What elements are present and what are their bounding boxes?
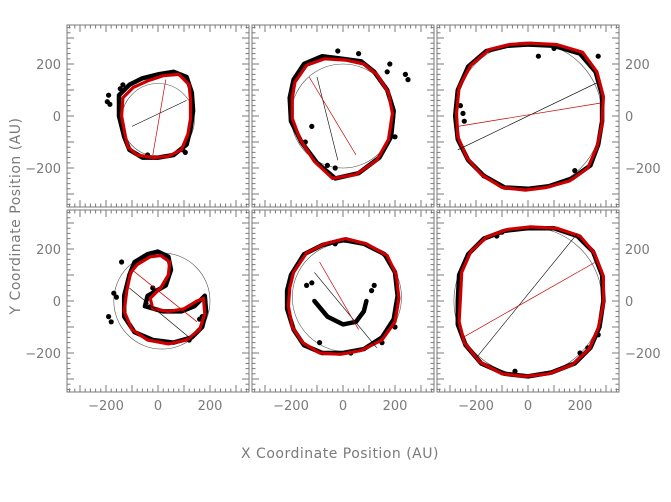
panel-1: −200 0 200: [25, 24, 250, 208]
black-blob: [369, 288, 375, 294]
black-blob: [324, 162, 330, 168]
black-blob: [304, 282, 310, 288]
y-axis-title: Y Coordinate Position (AU): [8, 118, 24, 316]
red-diameter-line: [131, 269, 198, 323]
panels-group: −200 0 200 −200 0 200 −200 −200 0 0 200 200 −200 0 200…: [25, 24, 661, 414]
panel-plot-area: [453, 225, 606, 379]
black-blob: [119, 259, 125, 265]
black-blob: [402, 71, 408, 77]
red-ring: [122, 253, 207, 346]
red-diameter-line: [462, 261, 596, 338]
x-tick-label: 200: [383, 399, 408, 414]
red-diameter-line: [457, 102, 601, 127]
black-ring: [452, 42, 605, 192]
black-blob: [356, 51, 362, 57]
panel-plot-area: [104, 69, 196, 160]
red-diameter-line: [308, 76, 357, 156]
y-tick-label: 200: [36, 243, 61, 258]
panel-plot-area: [284, 237, 402, 356]
red-ring: [457, 225, 606, 378]
x-tick-label: 0: [524, 399, 532, 414]
panel-6: −200 −200 0 0 200 200: [436, 209, 661, 414]
black-blob: [106, 92, 112, 98]
panel-5: −200 0 200: [251, 209, 435, 414]
black-blob: [335, 48, 341, 54]
y-tick-label: 0: [625, 110, 633, 125]
y-tick-label: 200: [36, 58, 61, 73]
panel-frame: [251, 209, 435, 393]
black-blob: [120, 82, 126, 88]
y-tick-label: 0: [625, 295, 633, 310]
x-tick-label: −200: [458, 399, 494, 414]
x-tick-label: −200: [273, 399, 309, 414]
x-tick-label: −200: [88, 399, 124, 414]
y-tick-label: −200: [625, 347, 661, 362]
red-ring: [286, 237, 401, 356]
panel-3: −200 0 200: [436, 24, 661, 208]
black-blob: [457, 103, 463, 109]
black-blob: [309, 123, 315, 129]
black-blob: [106, 314, 112, 320]
black-diameter-line: [475, 233, 578, 359]
black-blob: [108, 319, 114, 325]
panel-plot-area: [106, 249, 211, 350]
x-tick-label: 0: [339, 399, 347, 414]
y-tick-label: −200: [25, 347, 61, 362]
black-diameter-line: [131, 100, 187, 127]
black-blob: [512, 368, 518, 374]
black-blob: [111, 290, 117, 296]
red-ring: [290, 57, 394, 180]
black-blob: [371, 282, 377, 288]
panel-frame: [251, 24, 435, 208]
panel-frame: [66, 209, 250, 393]
red-ring: [119, 72, 193, 160]
y-tick-label: 200: [625, 58, 650, 73]
black-blob: [117, 86, 123, 92]
panel-frame: [66, 24, 250, 208]
red-diameter-line: [319, 261, 359, 330]
black-inner-arc: [312, 298, 369, 327]
panel-4: −200 −200 0 0 200 200: [25, 209, 250, 414]
black-blob: [113, 294, 119, 300]
y-tick-label: 0: [53, 295, 61, 310]
x-tick-label: 200: [568, 399, 593, 414]
panel-plot-area: [452, 41, 606, 192]
x-tick-label: 0: [154, 399, 162, 414]
black-diameter-line: [316, 76, 339, 161]
black-blob: [332, 165, 338, 171]
y-tick-label: 0: [53, 110, 61, 125]
black-blob: [551, 45, 557, 52]
y-tick-label: −200: [625, 162, 661, 177]
black-blob: [317, 340, 323, 346]
black-blob: [387, 61, 393, 67]
y-tick-label: 200: [625, 243, 650, 258]
black-blob: [460, 110, 466, 116]
x-axis-title: X Coordinate Position (AU): [241, 446, 439, 462]
black-blob: [461, 118, 467, 124]
y-tick-label: −200: [25, 162, 61, 177]
black-blob: [309, 280, 315, 286]
panel-plot-area: [287, 48, 411, 181]
black-diameter-line: [314, 272, 378, 348]
black-diameter-line: [129, 287, 190, 338]
black-diameter-line: [457, 81, 599, 151]
black-blob: [405, 77, 411, 83]
panel-2: [251, 24, 435, 208]
red-ring: [454, 41, 606, 192]
red-diameter-line: [152, 79, 167, 156]
black-blob: [107, 101, 113, 107]
black-blob: [572, 168, 578, 174]
x-tick-label: 200: [198, 399, 223, 414]
black-blob: [392, 134, 398, 140]
panel-frame: [436, 209, 620, 393]
black-blob: [535, 53, 542, 59]
black-blob: [384, 69, 390, 75]
black-blob: [595, 53, 601, 59]
